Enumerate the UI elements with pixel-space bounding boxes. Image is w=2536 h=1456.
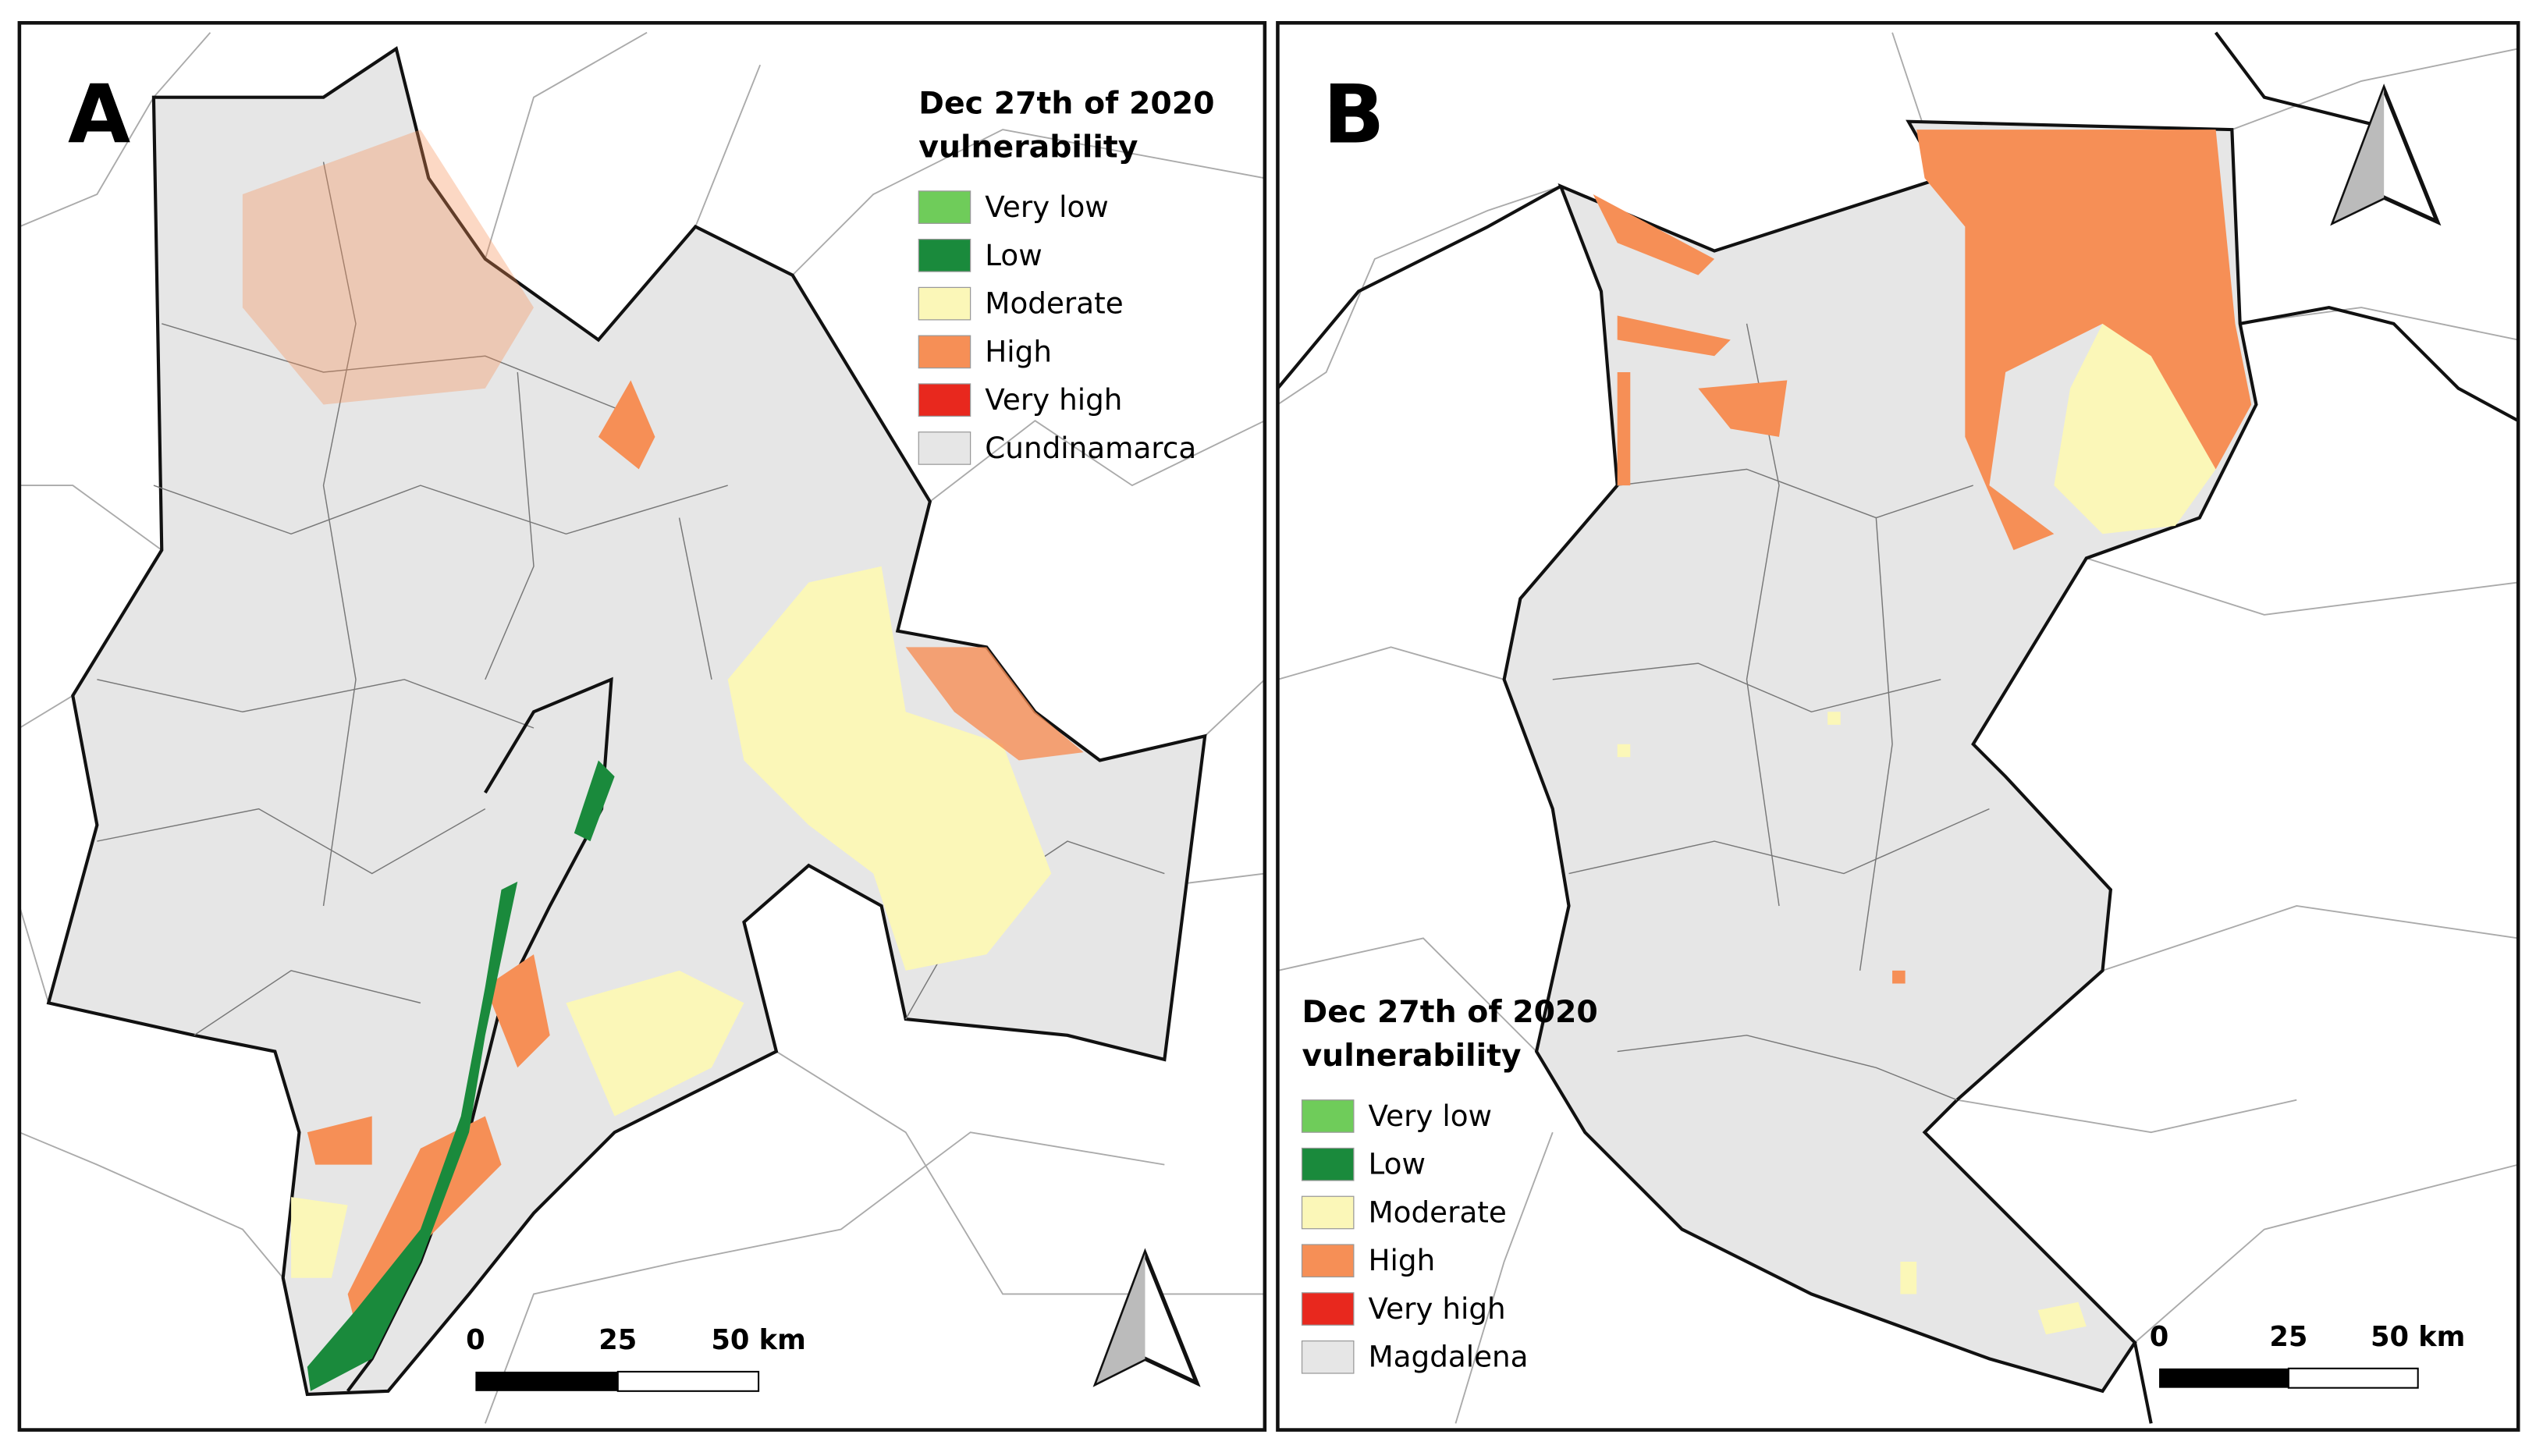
legend-swatch [918,239,971,272]
low-patch [307,760,615,1391]
legend-label: Moderate [985,286,1123,321]
legend-swatch [918,335,971,369]
legend-swatch [1301,1195,1355,1230]
panel-frame [17,21,1267,1432]
legend-label: Moderate [1369,1195,1507,1229]
legend-label: Very low [985,190,1109,224]
panel-label: A [68,69,130,162]
high-patch [905,647,1084,761]
moderate-patch [2054,323,2216,534]
moderate-patch [727,566,1052,971]
legend-swatch [1301,1292,1355,1326]
legend-label: High [985,334,1052,368]
legend-label: Very low [1369,1099,1493,1133]
panel-frame [1276,21,2520,1432]
scale-label: 0 [466,1324,485,1356]
legend-swatch [1301,1340,1355,1374]
legend-title: vulnerability [918,129,1138,165]
high-patch [1916,130,2252,551]
high-patch [598,380,655,470]
scale-label: 25 [598,1324,637,1356]
moderate-patch [291,970,744,1278]
legend-swatch [1301,1099,1355,1133]
legend-swatch [1301,1244,1355,1278]
north-arrow-shade [2333,89,2385,222]
scale-label: 0 [2150,1321,2169,1353]
region-cundinamarca [46,46,1207,1397]
scale-label: 25 [2269,1321,2307,1353]
legend-label: Very high [1369,1291,1506,1326]
legend-title: Dec 27th of 2020 [1302,994,1598,1030]
panel-a-map [18,31,1266,1424]
legend-label: Low [985,238,1042,272]
legend-swatch [918,286,971,321]
panel-label: B [1323,69,1384,162]
north-arrow-shade [1096,1253,1145,1383]
legend-label: High [1369,1243,1436,1277]
high-scatter [242,130,534,405]
legend-label: Low [1369,1147,1426,1181]
legend-swatch [918,383,971,417]
legend-swatch [918,431,971,465]
legend-label: Very high [985,382,1122,417]
high-patch [307,954,550,1326]
scale-label: 50 km [2371,1321,2465,1353]
legend-title: vulnerability [1302,1038,1522,1074]
scale-bar [475,1371,618,1391]
legend-label: Magdalena [1369,1340,1529,1374]
panel-b-map [1276,31,2520,1424]
scale-bar [616,1370,760,1392]
legend-label: Cundinamarca [985,431,1196,465]
scale-bar [2159,1368,2289,1388]
legend-swatch [918,190,971,224]
legend-swatch [1301,1147,1355,1181]
scale-label: 50 km [711,1324,805,1356]
scale-bar [2287,1367,2419,1389]
legend-title: Dec 27th of 2020 [918,85,1214,121]
